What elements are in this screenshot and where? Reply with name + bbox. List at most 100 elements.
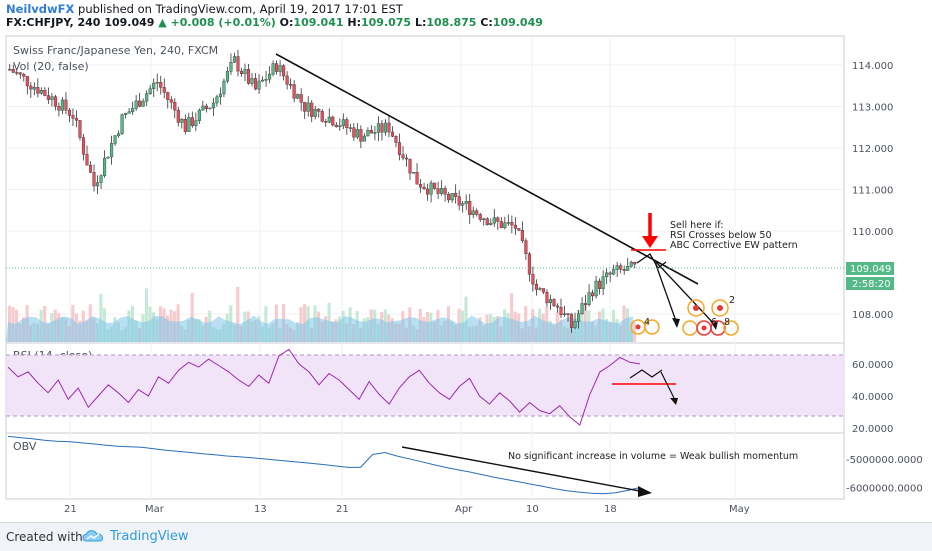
candle: [397, 133, 402, 161]
sell-arrow-head: [642, 236, 658, 248]
candle: [18, 72, 22, 79]
candle: [541, 288, 545, 295]
candle: [605, 268, 609, 285]
wave-dot-1: [635, 324, 641, 330]
wave-labels: 4 2 6 8: [630, 295, 739, 336]
candle: [591, 289, 595, 302]
rsi-line: [7, 348, 641, 426]
candle: [355, 123, 359, 139]
candle: [608, 271, 612, 282]
candle: [562, 305, 567, 317]
candles: [8, 49, 637, 333]
candle: [71, 108, 75, 126]
candle: [468, 194, 472, 224]
price-tick-label: 112.000: [852, 144, 893, 155]
candle: [471, 206, 475, 219]
time-tag-text: 2:58:20: [852, 279, 891, 290]
candle: [225, 66, 229, 84]
candle: [85, 145, 89, 166]
candle: [155, 73, 159, 92]
candle: [338, 118, 342, 131]
candle: [29, 81, 33, 98]
candle: [176, 106, 180, 127]
candle: [8, 64, 12, 71]
candle: [113, 135, 117, 146]
candle: [64, 92, 68, 115]
wave-dot-2: [693, 305, 699, 311]
candle: [194, 112, 198, 132]
candle: [159, 75, 163, 95]
candle: [531, 266, 535, 292]
price-tag-text: 109.049: [850, 264, 891, 275]
candle: [50, 93, 54, 107]
candle: [289, 78, 293, 90]
volume-pane-title: Vol (20, false): [13, 60, 89, 73]
obv-pane[interactable]: [5, 432, 845, 500]
candle: [513, 217, 517, 235]
candle: [78, 120, 82, 141]
time-tick-label: 10: [526, 504, 539, 515]
candle: [373, 126, 377, 141]
candle: [594, 275, 598, 299]
candle: [633, 261, 637, 269]
candle: [53, 94, 57, 111]
candle: [369, 125, 373, 134]
downtrend-line[interactable]: [275, 53, 699, 285]
candle: [257, 74, 261, 94]
candle: [404, 154, 409, 167]
time-tick-label: 21: [336, 504, 349, 515]
candle: [173, 98, 177, 119]
candle: [440, 180, 444, 196]
price-tick-label: 108.000: [852, 310, 893, 321]
symbol-header: FX:CHFJPY, 240 109.049 ▲ +0.008 (+0.01%)…: [6, 16, 543, 29]
close-value: 109.049: [492, 16, 543, 29]
low-label: L:: [414, 16, 427, 29]
candle: [422, 182, 426, 190]
price-tick-label: 111.000: [852, 186, 893, 197]
candle: [303, 102, 307, 120]
candle: [310, 100, 314, 123]
chart-canvas[interactable]: Swiss Franc/Japanese Yen, 240, FXCM Vol …: [0, 0, 932, 522]
projection-arrow-2: [655, 261, 717, 327]
volume-bar: [510, 293, 514, 342]
candle: [313, 105, 317, 120]
candle: [534, 279, 538, 296]
wave-dot-4: [701, 325, 707, 331]
candle: [166, 91, 170, 109]
rsi-band: [6, 355, 844, 416]
time-tick-label: May: [729, 504, 750, 515]
rsi-tick-label: 40.0000: [852, 392, 893, 403]
candle: [208, 107, 212, 110]
candle: [271, 60, 275, 77]
candle: [464, 194, 468, 210]
candle: [366, 127, 370, 137]
candle: [229, 53, 233, 75]
candle: [401, 146, 405, 161]
wave-circle-4: [711, 299, 729, 317]
tradingview-brand[interactable]: TradingView: [110, 529, 189, 544]
volume-bar: [236, 286, 240, 342]
candle: [334, 122, 338, 128]
candle: [197, 108, 201, 124]
candle: [99, 174, 103, 189]
candle: [419, 179, 423, 193]
candle: [359, 125, 363, 149]
obv-trend-line: [401, 446, 646, 493]
candle: [110, 135, 114, 165]
annotation-sell-title: Sell here if:: [670, 220, 723, 231]
candle: [580, 297, 584, 315]
candle: [239, 67, 244, 77]
candle: [246, 63, 251, 85]
candle: [520, 221, 524, 244]
candle: [390, 126, 395, 138]
open-label: O:: [279, 16, 294, 29]
author-link[interactable]: NeilvdwFX: [6, 2, 75, 16]
candle: [559, 298, 563, 319]
open-value: 109.041: [293, 16, 344, 29]
symbol-timeframe[interactable]: FX:CHFJPY, 240: [6, 16, 101, 29]
volume-bar: [464, 296, 468, 342]
candle: [348, 123, 352, 132]
rsi-projection: [660, 371, 677, 403]
candle: [443, 185, 447, 202]
volume-bar: [99, 293, 103, 342]
